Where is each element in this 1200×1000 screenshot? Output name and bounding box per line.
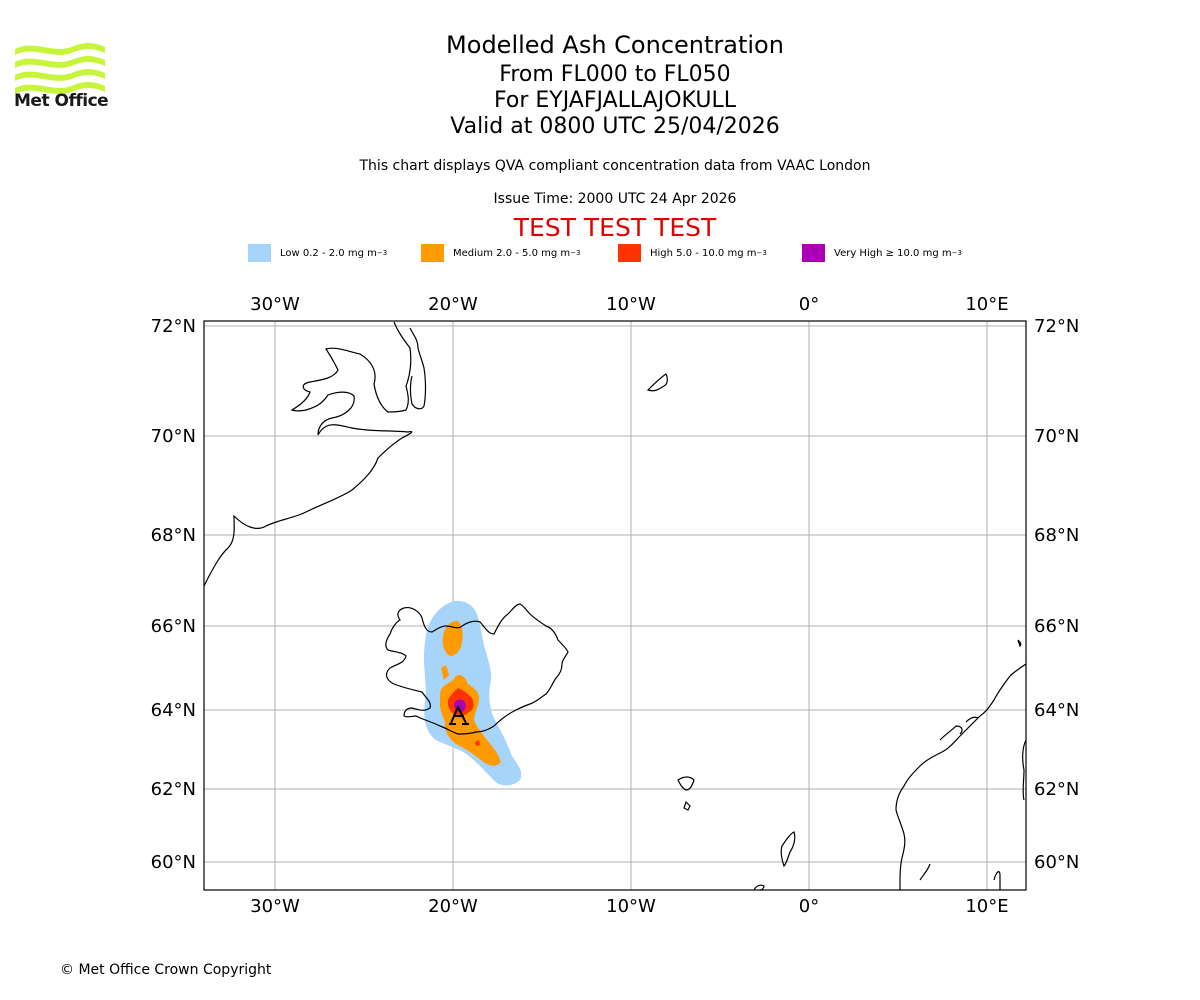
legend-label-medium: Medium 2.0 - 5.0 mg m [453,247,571,259]
legend-item-low: Low 0.2 - 2.0 mg m −3 [248,244,387,262]
volcano-marker-icon [449,704,469,725]
lat-label-left-60n: 60°N [151,852,196,873]
legend-exp-low: −3 [376,249,388,257]
lon-label-top-0: 0° [799,294,819,315]
legend: Low 0.2 - 2.0 mg m −3 Medium 2.0 - 5.0 mg… [0,244,1200,264]
shetland-islands [780,831,796,868]
lon-label-top-10w: 10°W [606,294,656,315]
lon-label-bottom-10w: 10°W [606,896,656,917]
volcano-name: For EYJAFJALLAJOKULL [494,88,736,113]
legend-item-medium: Medium 2.0 - 5.0 mg m −3 [421,244,580,262]
legend-swatch-high [618,244,641,262]
lat-label-right-68n: 68°N [1034,525,1079,546]
legend-exp-high: −3 [756,249,767,257]
lat-label-left-68n: 68°N [151,525,196,546]
legend-item-high: High 5.0 - 10.0 mg m −3 [618,244,767,262]
lat-label-right-66n: 66°N [1034,616,1079,637]
test-banner: TEST TEST TEST [513,213,717,242]
iceland-coast [385,603,569,735]
lat-label-right-72n: 72°N [1034,316,1079,337]
ash-medium-north [442,620,463,656]
met-office-logo-icon [15,43,105,94]
met-office-logo-text: Met Office [14,91,109,111]
lon-label-top-10e: 10°E [965,294,1008,315]
coastlines [204,321,1026,890]
lat-label-left-62n: 62°N [151,779,196,800]
lat-label-right-70n: 70°N [1034,426,1079,447]
lon-labels-top: 30°W 20°W 10°W 0° 10°E [250,294,1008,315]
norway-fjords [919,639,1026,890]
chart-title-block: Modelled Ash Concentration From FL000 to… [30,30,1200,140]
jan-mayen-coast [646,373,668,392]
orkney-coast [753,884,765,890]
ash-high-speck [475,740,480,746]
graticule [204,321,1026,890]
lat-labels-left: 72°N 70°N 68°N 66°N 64°N 62°N 60°N [151,316,196,873]
lat-label-left-70n: 70°N [151,426,196,447]
legend-swatch-medium [421,244,444,262]
lon-label-bottom-10e: 10°E [965,896,1008,917]
norway-coast [895,663,1026,890]
legend-label-high: High 5.0 - 10.0 mg m [650,247,757,259]
compliance-note: This chart displays QVA compliant concen… [359,158,871,174]
lat-label-left-64n: 64°N [151,700,196,721]
lon-label-top-30w: 30°W [250,294,300,315]
lat-label-right-62n: 62°N [1034,779,1079,800]
lat-label-right-60n: 60°N [1034,852,1079,873]
lat-label-left-66n: 66°N [151,616,196,637]
lat-label-left-72n: 72°N [151,316,196,337]
legend-label-low: Low 0.2 - 2.0 mg m [280,247,377,259]
legend-exp-medium: −3 [570,249,581,257]
issue-time: Issue Time: 2000 UTC 24 Apr 2026 [493,191,737,207]
lon-label-top-20w: 20°W [428,294,478,315]
legend-swatch-very-high [802,244,825,262]
map-frame [203,320,1027,891]
ash-plume [424,600,522,786]
lat-labels-right: 72°N 70°N 68°N 66°N 64°N 62°N 60°N [1034,316,1079,873]
valid-time: Valid at 0800 UTC 25/04/2026 [450,114,780,139]
greenland-coast [204,321,413,587]
greenland-inlet [409,327,427,410]
lon-labels-bottom: 30°W 20°W 10°W 0° 10°E [250,896,1008,917]
legend-swatch-low [248,244,271,262]
legend-label-very-high: Very High ≥ 10.0 mg m [834,247,952,259]
lon-label-bottom-0: 0° [799,896,819,917]
legend-exp-very-high: −3 [951,249,962,257]
legend-item-very-high: Very High ≥ 10.0 mg m −3 [802,244,962,262]
flight-levels: From FL000 to FL050 [499,62,731,87]
faroe-islands [677,776,695,811]
ash-medium-speck [441,665,449,680]
lon-label-bottom-30w: 30°W [250,896,300,917]
lat-label-right-64n: 64°N [1034,700,1079,721]
copyright-notice: © Met Office Crown Copyright [60,962,272,978]
chart-title: Modelled Ash Concentration [446,31,784,59]
lon-label-bottom-20w: 20°W [428,896,478,917]
